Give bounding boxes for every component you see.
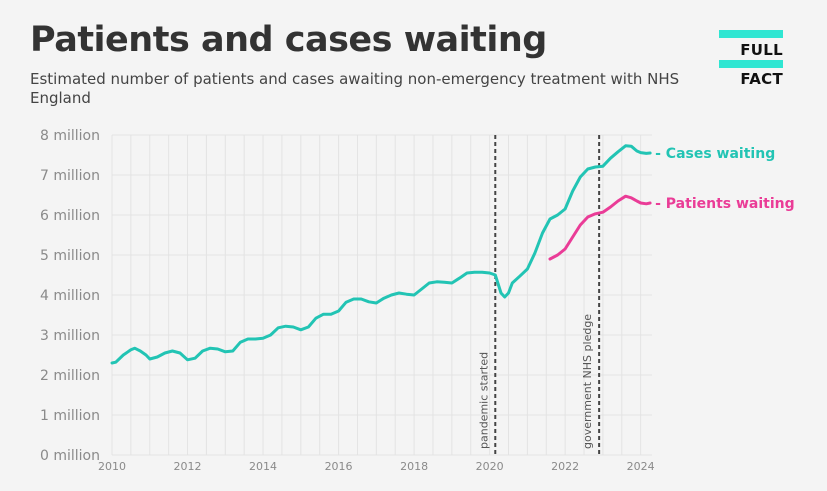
y-tick-label: 3 million bbox=[40, 328, 100, 344]
series-line bbox=[548, 194, 652, 261]
x-tick-label: 2014 bbox=[249, 460, 277, 473]
x-tick-label: 2020 bbox=[476, 460, 504, 473]
logo-word-fact: FACT bbox=[740, 70, 783, 88]
y-tick-label: 5 million bbox=[40, 248, 100, 264]
logo-word-full: FULL bbox=[740, 41, 783, 59]
annotation-label: pandemic started bbox=[477, 352, 490, 449]
x-tick-label: 2012 bbox=[174, 460, 202, 473]
y-tick-label: 2 million bbox=[40, 368, 100, 384]
x-tick-label: 2024 bbox=[627, 460, 655, 473]
series-line bbox=[110, 144, 652, 365]
x-tick-label: 2010 bbox=[98, 460, 126, 473]
y-tick-label: 0 million bbox=[40, 448, 100, 464]
chart-subtitle: Estimated number of patients and cases a… bbox=[30, 70, 680, 107]
y-tick-label: 8 million bbox=[40, 128, 100, 144]
series-label: - Patients waiting bbox=[655, 196, 795, 212]
y-tick-label: 4 million bbox=[40, 288, 100, 304]
y-tick-label: 1 million bbox=[40, 408, 100, 424]
series-label: - Cases waiting bbox=[655, 146, 775, 162]
x-tick-label: 2022 bbox=[551, 460, 579, 473]
full-fact-logo: FULL FACT bbox=[719, 30, 783, 88]
logo-band bbox=[719, 60, 783, 68]
x-tick-label: 2016 bbox=[325, 460, 353, 473]
y-tick-label: 6 million bbox=[40, 208, 100, 224]
x-tick-label: 2018 bbox=[400, 460, 428, 473]
chart-title: Patients and cases waiting bbox=[30, 20, 547, 60]
annotation-label: government NHS pledge bbox=[581, 314, 594, 449]
y-tick-label: 7 million bbox=[40, 168, 100, 184]
logo-band bbox=[719, 30, 783, 38]
